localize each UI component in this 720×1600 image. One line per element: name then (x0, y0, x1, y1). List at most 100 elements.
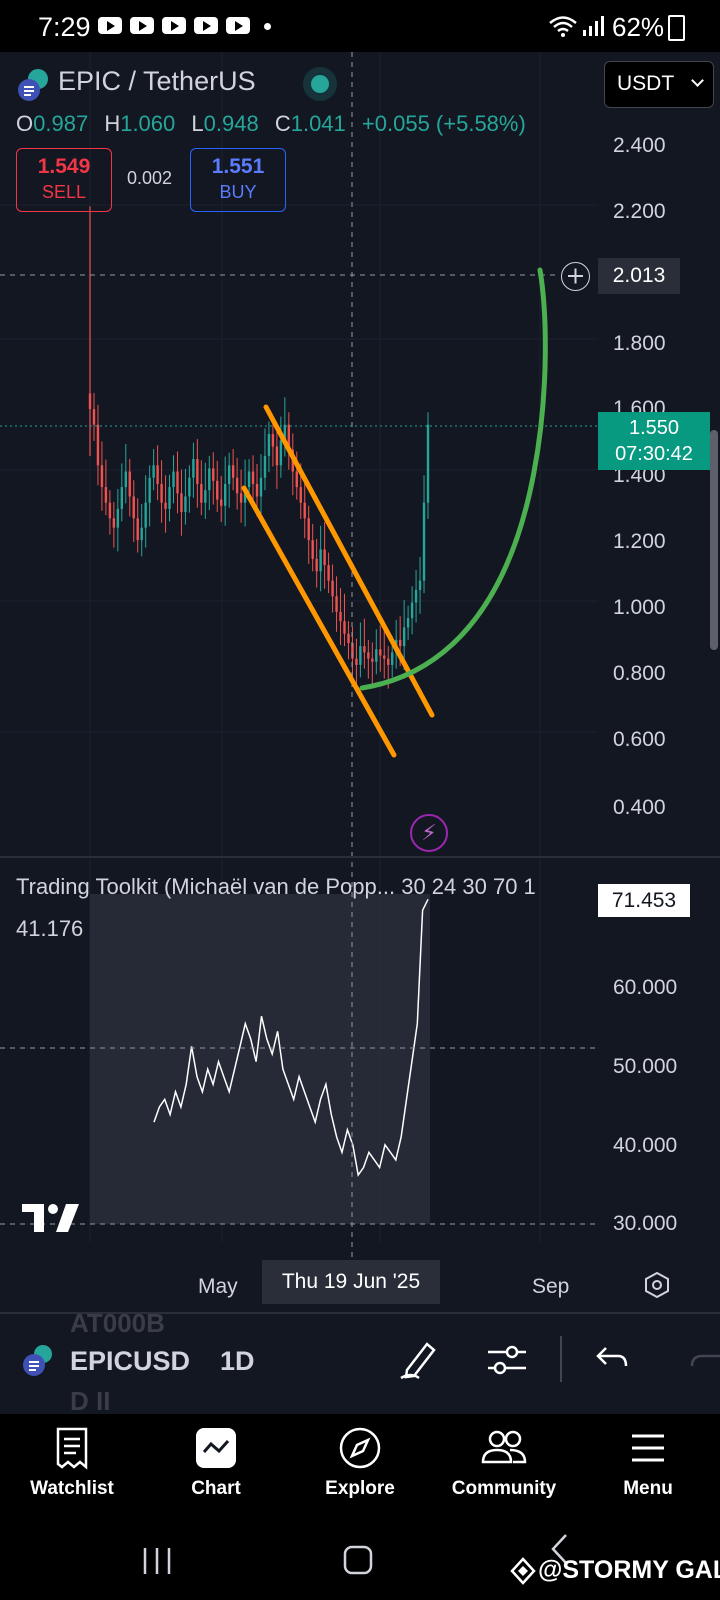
pane-divider[interactable] (0, 856, 720, 858)
nav-chart[interactable]: Chart (144, 1414, 288, 1524)
indicators-icon[interactable] (484, 1336, 530, 1382)
ohlc-low: 0.948 (203, 111, 259, 136)
candle (418, 580, 422, 591)
indicator-plot (90, 894, 430, 1224)
toolbar-separator (560, 1336, 562, 1382)
candle (402, 627, 406, 647)
chart-icon (196, 1428, 236, 1468)
candle (124, 471, 127, 488)
indicator-left-value: 41.176 (16, 916, 84, 941)
ohlc-high-label: H (104, 111, 121, 136)
undo-icon[interactable] (590, 1336, 636, 1382)
recent-apps-icon[interactable] (140, 1546, 174, 1576)
status-time: 7:29 (38, 12, 91, 42)
market-status-icon[interactable] (296, 66, 344, 102)
binance-logo-icon (510, 1557, 536, 1585)
indicator-title[interactable]: Trading Toolkit (Michaël van de Popp... … (16, 874, 536, 899)
indicator-zone (90, 894, 430, 1224)
channel-lower-line (241, 485, 397, 758)
ohlc-low-label: L (191, 111, 204, 136)
price-axis-label: 0.600 (613, 728, 666, 751)
time-axis-label: May (198, 1275, 238, 1298)
current-price: 1.550 (628, 417, 680, 439)
candle (176, 471, 179, 494)
nav-watchlist[interactable]: Watchlist (0, 1414, 144, 1524)
price-axis-label: 2.400 (613, 134, 666, 157)
channel-upper-line (263, 404, 435, 718)
candle (391, 652, 394, 665)
lightning-icon[interactable]: ⚡ (410, 814, 448, 852)
signal-icon (583, 16, 604, 36)
candle (259, 477, 263, 497)
battery-icon (668, 15, 685, 41)
candle (180, 493, 183, 513)
toolbar-symbol[interactable]: EPICUSD (70, 1346, 191, 1376)
candle (184, 496, 187, 513)
ohlc-close: 1.041 (290, 111, 346, 136)
candle (422, 502, 426, 581)
cup-projection-curve (359, 267, 548, 691)
candle (188, 477, 191, 497)
candle (414, 590, 418, 603)
candle (323, 549, 326, 566)
indicator-axis-label: 50.000 (613, 1055, 678, 1078)
candle (172, 471, 175, 488)
candle (271, 434, 275, 447)
candle (192, 459, 195, 478)
candle (140, 527, 143, 541)
nav-explore[interactable]: Explore (288, 1414, 432, 1524)
price-axis-label: 1.000 (613, 596, 666, 619)
symbol-logo-icon (18, 69, 48, 101)
candle (339, 611, 342, 622)
candle (108, 502, 112, 519)
candle (196, 459, 199, 484)
ohlc-close-label: C (274, 111, 291, 136)
candle (120, 487, 124, 509)
candle (347, 633, 350, 644)
add-alert-plus-icon[interactable] (561, 262, 590, 291)
indicator-line (153, 898, 429, 1177)
candle (387, 658, 390, 665)
chart-toolbar: AT000B D II EPICUSD 1D (0, 1308, 720, 1416)
youtube-notification-icon (226, 17, 250, 34)
currency-select-value: USDT (617, 72, 675, 95)
price-chart[interactable] (0, 52, 720, 1292)
candle (152, 465, 155, 478)
buy-button[interactable]: 1.551 BUY (190, 148, 286, 212)
candle (283, 424, 287, 441)
youtube-notification-icon (162, 17, 186, 34)
price-axis-label: 1.800 (613, 332, 666, 355)
symbol-title[interactable]: EPIC / TetherUS (58, 66, 256, 96)
candle (299, 487, 302, 503)
candle (168, 487, 171, 509)
candle (303, 502, 306, 519)
nav-community[interactable]: Community (432, 1414, 576, 1524)
candle (100, 465, 104, 488)
candle (200, 483, 203, 503)
price-axis-label: 2.200 (613, 200, 666, 223)
compass-icon (339, 1427, 381, 1469)
redo-icon[interactable] (682, 1336, 720, 1382)
nav-label: Chart (191, 1478, 241, 1499)
indicator-current-value: 71.453 (598, 884, 690, 917)
price-axis-scrollbar[interactable] (710, 430, 718, 650)
home-icon[interactable] (342, 1544, 374, 1576)
chart-settings-icon[interactable] (644, 1272, 670, 1298)
buy-label: BUY (219, 182, 257, 202)
nav-menu[interactable]: Menu (576, 1414, 720, 1524)
currency-select[interactable]: USDT (604, 61, 714, 108)
back-icon[interactable] (548, 1532, 570, 1566)
candle (371, 658, 374, 662)
candle (275, 446, 279, 466)
pencil-icon[interactable] (397, 1336, 443, 1382)
nav-label: Community (451, 1478, 557, 1499)
candle (331, 580, 334, 597)
ohlc-open-label: O (16, 111, 34, 136)
ohlc-readout: O0.987 H1.060 L0.948 C1.041 +0.055 (+5.5… (16, 111, 536, 137)
ghost-text: AT000B (70, 1308, 165, 1338)
candle (216, 480, 219, 500)
candle (239, 493, 243, 503)
candle (311, 540, 314, 559)
toolbar-timeframe[interactable]: 1D (220, 1346, 255, 1376)
sell-button[interactable]: 1.549 SELL (16, 148, 112, 212)
